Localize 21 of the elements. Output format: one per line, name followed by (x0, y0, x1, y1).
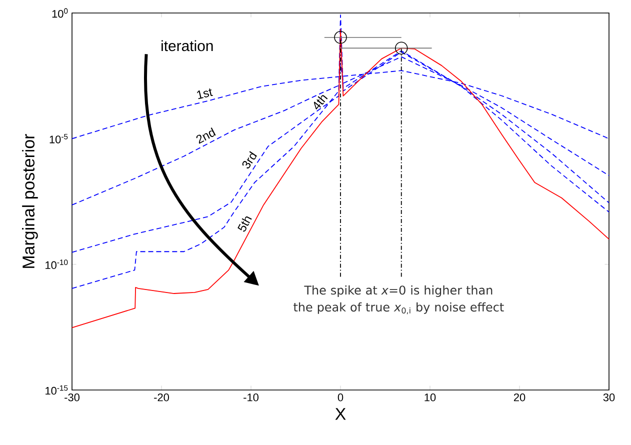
x-tick-label: 0 (338, 394, 344, 402)
x-tick-label: -20 (154, 394, 169, 402)
text: 5th (238, 216, 252, 232)
line-series (72, 29, 610, 328)
text: 1st (197, 88, 213, 100)
y-tick-label: 10$^{-5}$ (50, 134, 68, 144)
y-tick-label: 10$^{-15}$ (46, 385, 68, 395)
x-axis-title: X (335, 408, 346, 420)
text: 2nd (196, 128, 216, 144)
x-tick-label: 30 (603, 394, 615, 402)
annotation: iteration (162, 40, 213, 52)
text: 3rd (242, 151, 258, 168)
x-tick-label: -10 (244, 394, 258, 402)
x-tick-label: -30 (64, 394, 80, 402)
text: 4th (314, 95, 328, 110)
y-tick-label: 10$^{0}$ (52, 8, 68, 18)
x-tick-label: 10 (424, 394, 436, 402)
annotation: The spike at x=0 is higher than the peak of true x$_{0,i}$ by noise effect (294, 285, 504, 314)
y-tick-label: 10$^{-10}$ (46, 260, 68, 270)
y-axis-title: Marginal posterior (22, 134, 38, 268)
x-tick-label: 20 (514, 394, 526, 402)
